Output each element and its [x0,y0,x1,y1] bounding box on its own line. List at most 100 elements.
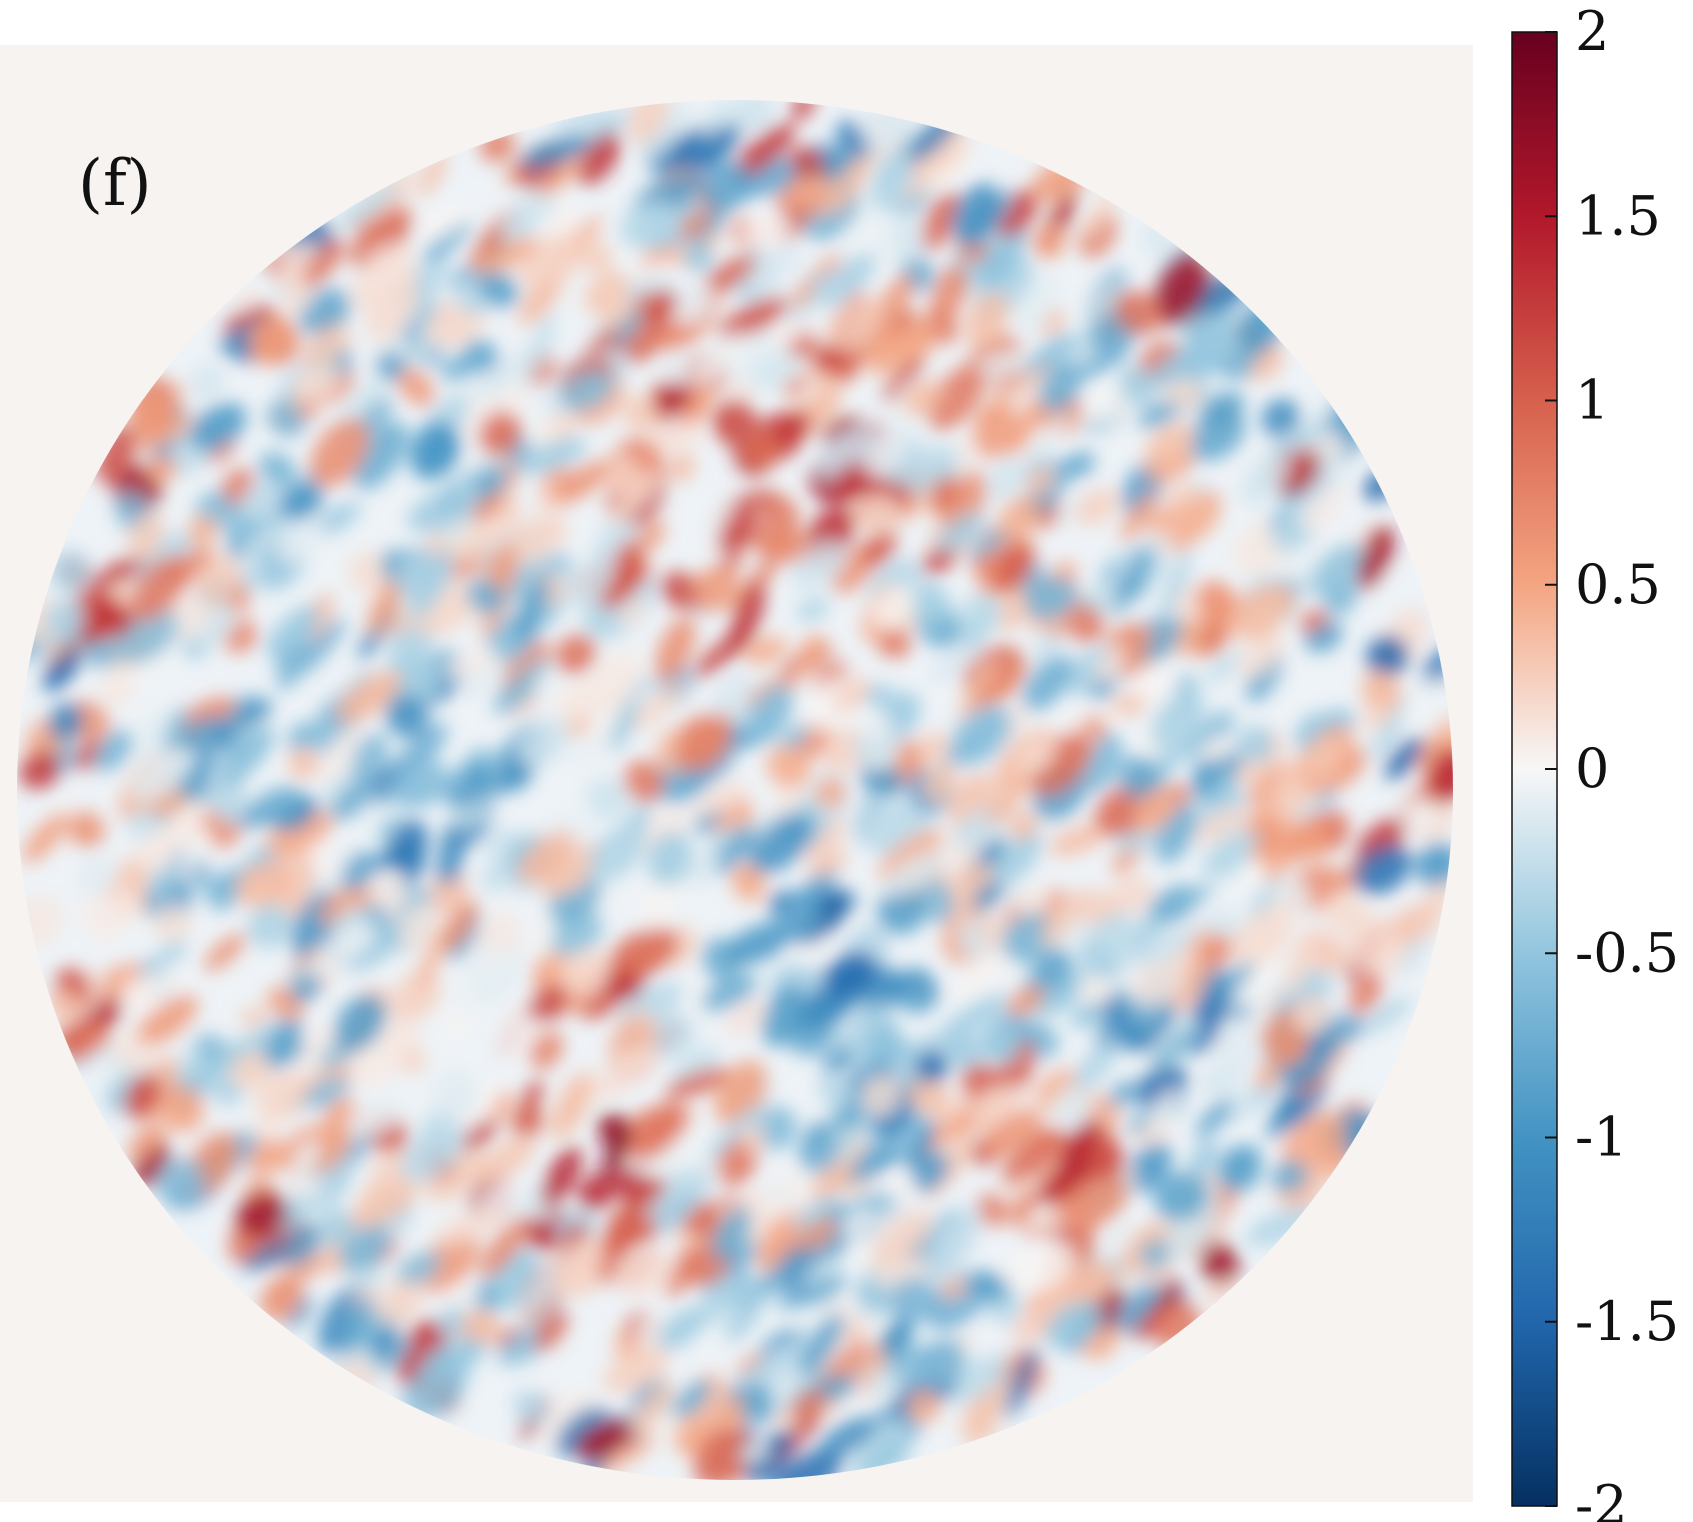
heatmap-cell [1119,756,1161,800]
heatmap-cell [776,1277,848,1310]
heatmap-cell [828,1000,892,1052]
heatmap-cell [219,326,258,356]
heatmap-cell [400,769,465,810]
heatmap-cell [1072,1037,1118,1094]
heatmap-cell [526,312,557,376]
heatmap-cell [1009,397,1042,456]
heatmap-cell [1200,392,1245,425]
heatmap-cell [580,241,614,274]
heatmap-cell [867,418,910,478]
heatmap-cell [1126,1142,1172,1193]
heatmap-cell [865,711,891,741]
heatmap-cell [553,1237,605,1298]
heatmap-cell [714,827,756,875]
heatmap-cell [93,600,133,637]
heatmap-cell [157,1157,205,1208]
heatmap-cell [390,971,441,1021]
heatmap-cell [1015,274,1060,336]
heatmap-cell [400,855,426,887]
heatmap-cell [504,515,568,563]
heatmap-cell [603,1348,670,1393]
heatmap-cell [721,501,760,553]
heatmap-cell [760,1169,812,1218]
heatmap-cell [725,1281,768,1342]
heatmap-cell [307,923,371,983]
heatmap-cell [385,694,429,738]
heatmap-cell [1133,788,1177,833]
heatmap-cell [738,1442,771,1466]
heatmap-cell [1026,465,1055,496]
heatmap-cell [623,395,660,433]
heatmap-cell [93,729,134,772]
heatmap-cell [590,1047,659,1100]
heatmap-cell [613,1248,674,1296]
heatmap-cell [639,245,678,268]
heatmap-cell [877,886,926,935]
heatmap-cell [513,1390,549,1425]
heatmap-cell [259,451,297,487]
heatmap-cell [748,814,814,874]
heatmap-cell [788,146,826,177]
heatmap-cell [998,496,1040,541]
heatmap-cell [1002,1127,1065,1184]
heatmap-cell [877,829,944,881]
heatmap-cell [756,1271,784,1297]
colorbar-tick-label: 1 [1575,369,1609,432]
heatmap-cell [407,486,482,533]
heatmap-cell [882,357,924,403]
heatmap-cell [972,406,1019,459]
heatmap-cell [277,518,325,564]
heatmap-cell [908,1077,951,1118]
heatmap-cell [706,1106,767,1162]
colorbar-tick-label: -1.5 [1575,1290,1679,1353]
heatmap-cell [1032,224,1066,260]
heatmap-cell [1292,994,1332,1035]
heatmap-cell [809,1163,855,1201]
heatmap-cell [798,1126,839,1174]
heatmap-cell [1004,1240,1074,1294]
heatmap-cell [586,777,631,822]
heatmap-cell [350,733,389,785]
heatmap-cell [610,695,639,752]
heatmap-cell [1001,879,1028,905]
heatmap-cell [815,778,846,809]
heatmap-cell [288,748,319,779]
heatmap-cell [348,551,392,595]
heatmap-cell [19,751,61,790]
heatmap-cell [1307,741,1339,778]
heatmap-cell [687,851,718,886]
heatmap-cell [832,462,879,502]
heatmap-cell [420,1228,480,1293]
heatmap-cell [407,549,455,620]
heatmap-cell [187,515,219,546]
heatmap-cell [1360,705,1393,730]
heatmap-cell [451,983,488,1016]
heatmap-cell [612,308,643,348]
heatmap-cell [1187,409,1246,461]
heatmap-cell [493,659,553,715]
heatmap-cell [724,922,793,966]
heatmap-cell [473,237,539,275]
heatmap-cell [915,879,955,924]
heatmap-cell [352,421,408,490]
heatmap-cell [148,865,177,903]
heatmap-cell [1008,811,1038,840]
heatmap-cell [357,1170,418,1224]
heatmap-cell [1212,1022,1259,1079]
heatmap-cell [1204,651,1242,685]
heatmap-cell [86,639,116,669]
heatmap-cell [1204,313,1240,359]
heatmap-cell [1235,725,1275,764]
heatmap-cell [371,1150,412,1185]
heatmap-cell [78,1026,110,1053]
heatmap-cell [1159,549,1192,624]
heatmap-cell [597,1434,658,1476]
heatmap-cell [260,1278,303,1322]
heatmap-cell [292,362,342,402]
heatmap-cell [665,1067,729,1100]
heatmap-cell [435,851,463,885]
heatmap-cell [740,1125,765,1153]
heatmap-cell [340,1297,376,1356]
heatmap-cell [293,1179,325,1201]
heatmap-cell [670,280,714,326]
